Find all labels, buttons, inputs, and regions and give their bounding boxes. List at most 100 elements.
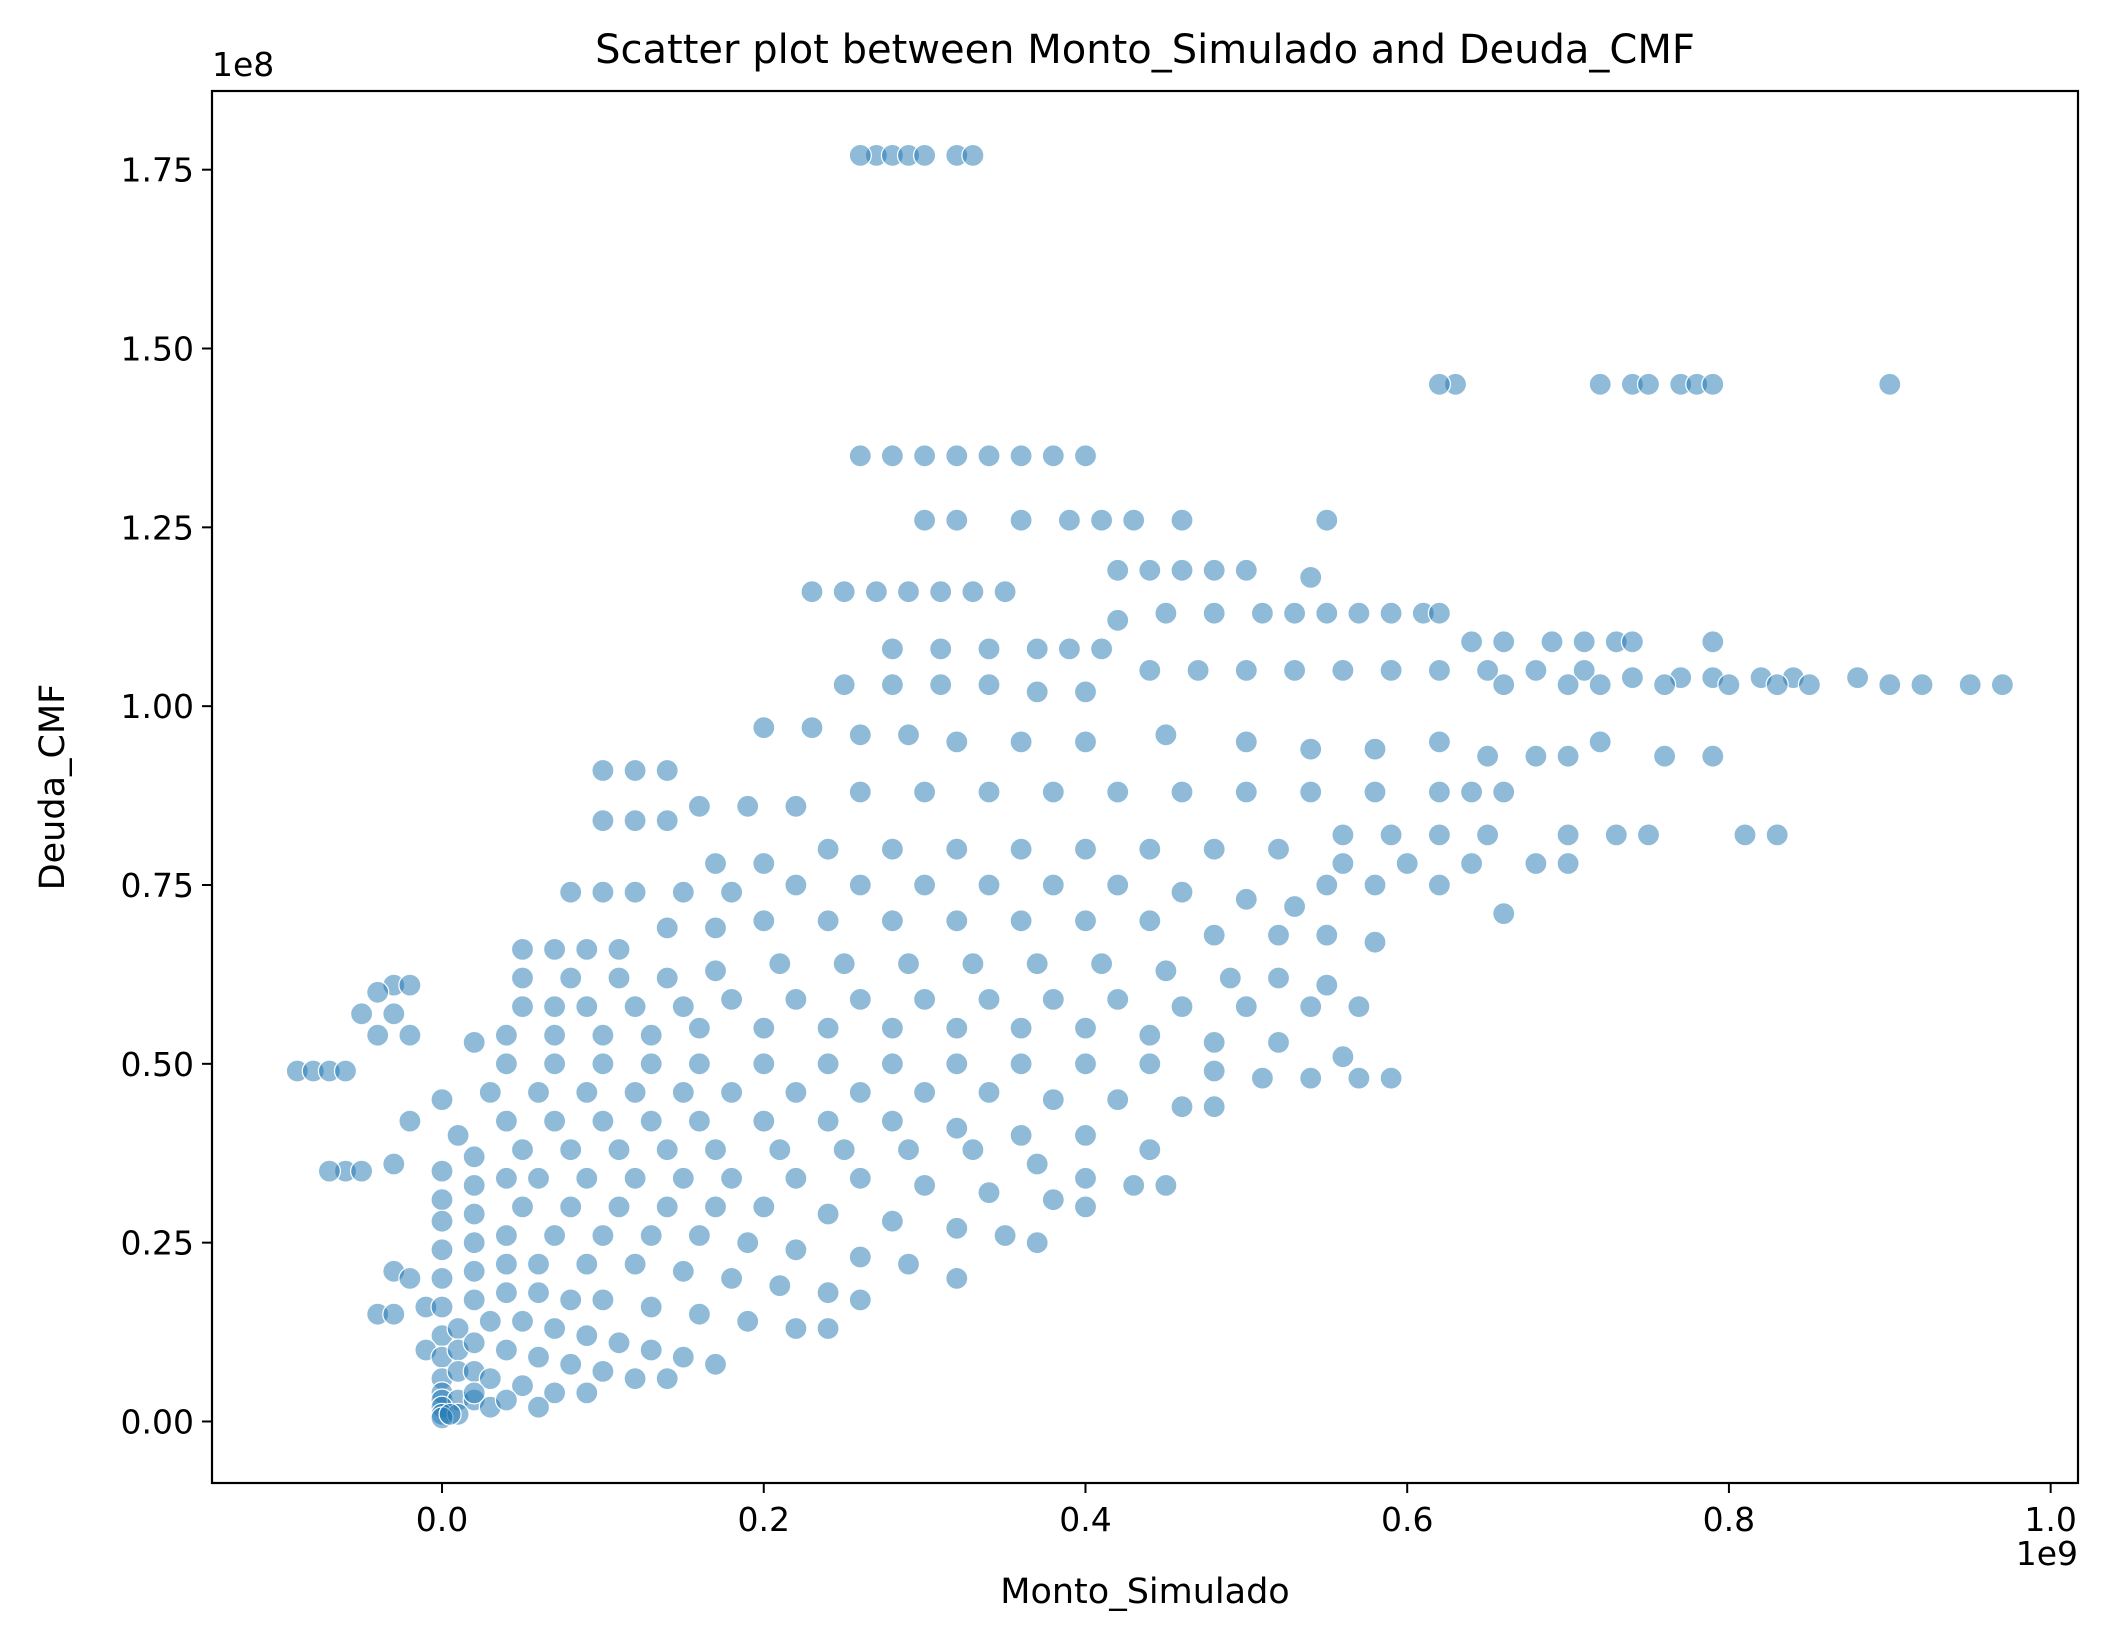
data-point xyxy=(912,143,937,167)
data-point xyxy=(1106,987,1130,1012)
data-point xyxy=(1057,637,1082,661)
data-point xyxy=(1202,923,1226,947)
data-point xyxy=(1652,673,1677,697)
data-point xyxy=(1009,1016,1033,1040)
data-point xyxy=(848,1166,872,1190)
data-point xyxy=(687,1052,712,1076)
data-point xyxy=(591,1359,615,1384)
data-point xyxy=(752,1052,776,1076)
chart-title: Scatter plot between Monto_Simulado and … xyxy=(595,27,1695,73)
data-point xyxy=(478,1309,502,1333)
data-point xyxy=(1041,1087,1065,1112)
data-point xyxy=(816,1052,840,1076)
data-point xyxy=(945,1052,969,1076)
data-point xyxy=(366,980,390,1004)
data-point xyxy=(575,1166,599,1190)
data-point xyxy=(687,1302,712,1326)
data-point xyxy=(945,909,969,933)
data-point xyxy=(655,1138,679,1162)
y-tick-label: 0.50 xyxy=(121,1045,194,1084)
data-point xyxy=(575,1080,599,1105)
data-point xyxy=(430,1238,454,1262)
data-point xyxy=(1588,730,1612,754)
data-point xyxy=(736,794,760,818)
data-point xyxy=(1009,508,1033,532)
data-point xyxy=(1347,994,1371,1019)
data-point xyxy=(816,1281,840,1305)
data-point xyxy=(912,444,937,468)
data-point xyxy=(1347,1066,1371,1090)
data-point xyxy=(1106,780,1130,804)
data-point xyxy=(1315,508,1339,532)
data-point xyxy=(929,580,953,604)
data-point xyxy=(945,1016,969,1040)
data-point xyxy=(1572,658,1596,683)
data-point xyxy=(945,1266,969,1291)
data-point xyxy=(494,1166,518,1190)
y-tick-label: 0.25 xyxy=(121,1224,194,1263)
data-point xyxy=(1041,1188,1065,1212)
data-point xyxy=(607,1331,631,1355)
data-point xyxy=(1250,601,1275,625)
data-point xyxy=(1331,1045,1355,1069)
data-point xyxy=(494,1109,518,1133)
data-point xyxy=(446,1123,470,1148)
data-point xyxy=(1765,673,1789,697)
data-point xyxy=(655,1366,679,1391)
data-point xyxy=(542,994,567,1019)
data-point xyxy=(1315,973,1339,997)
data-point xyxy=(945,837,969,861)
y-tick-label: 1.50 xyxy=(121,330,194,369)
data-point xyxy=(671,994,695,1019)
data-point xyxy=(559,1288,583,1312)
data-point xyxy=(848,873,872,897)
data-point xyxy=(1234,780,1258,804)
data-point xyxy=(1797,673,1822,697)
y-offset-label: 1e8 xyxy=(212,45,274,84)
data-point xyxy=(1556,851,1580,876)
data-point xyxy=(1282,894,1307,919)
data-point xyxy=(1089,952,1114,976)
data-point xyxy=(1234,558,1258,582)
data-point xyxy=(430,1188,454,1212)
data-point xyxy=(1990,673,2015,697)
data-point xyxy=(494,1223,518,1248)
data-point xyxy=(816,1016,840,1040)
data-point xyxy=(510,1374,535,1398)
data-point xyxy=(703,1138,728,1162)
y-axis: 0.00 0.25 0.50 0.75 1.00 1.25 1.50 1.75 xyxy=(121,151,212,1441)
points-layer xyxy=(285,143,2015,1430)
data-point xyxy=(1089,637,1114,661)
data-point xyxy=(1572,630,1596,654)
data-point xyxy=(1315,601,1339,625)
data-point xyxy=(542,1109,567,1133)
data-point xyxy=(961,143,985,167)
data-point xyxy=(977,780,1001,804)
data-point xyxy=(832,1138,856,1162)
data-point xyxy=(1202,1059,1226,1083)
data-point xyxy=(880,673,905,697)
data-point xyxy=(945,444,969,468)
data-point xyxy=(719,1080,744,1105)
data-point xyxy=(784,1080,808,1105)
y-tick-label: 0.75 xyxy=(121,866,194,905)
data-point xyxy=(848,1245,872,1269)
data-point xyxy=(1379,658,1403,683)
data-point xyxy=(462,1030,486,1055)
data-point xyxy=(1878,372,1902,396)
data-point xyxy=(1009,1123,1033,1148)
data-point xyxy=(880,1109,905,1133)
data-point xyxy=(591,880,615,904)
data-point xyxy=(1266,923,1291,947)
y-tick-label: 1.75 xyxy=(121,151,194,190)
y-axis-label: Deuda_CMF xyxy=(33,684,73,891)
data-point xyxy=(880,909,905,933)
data-point xyxy=(703,916,728,940)
data-point xyxy=(671,1345,695,1369)
data-point xyxy=(671,880,695,904)
data-point xyxy=(768,1273,792,1298)
data-point xyxy=(1202,601,1226,625)
data-point xyxy=(526,1281,551,1305)
data-point xyxy=(1492,630,1516,654)
data-point xyxy=(800,580,824,604)
